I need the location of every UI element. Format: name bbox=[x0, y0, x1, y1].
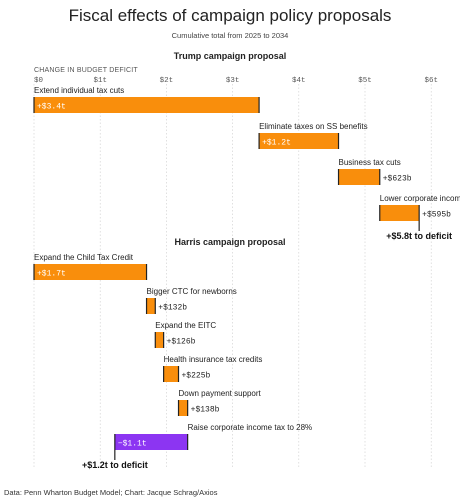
value-label-0-0: +$3.4t bbox=[37, 103, 66, 112]
bar-label-1-5: Raise corporate income tax to 28% bbox=[188, 423, 313, 432]
bar-0-0 bbox=[34, 97, 260, 113]
tick-label-0: $0 bbox=[34, 77, 44, 85]
bar-label-0-2: Business tax cuts bbox=[339, 158, 401, 167]
value-label-0-2: +$623b bbox=[383, 175, 412, 184]
source-footer: Data: Penn Wharton Budget Model; Chart: … bbox=[4, 488, 218, 497]
tick-label-4: $4t bbox=[292, 77, 306, 85]
value-label-1-3: +$225b bbox=[182, 372, 211, 381]
value-label-1-0: +$1.7t bbox=[37, 270, 66, 279]
total-label-1: +$1.2t to deficit bbox=[82, 460, 148, 470]
value-label-1-2: +$126b bbox=[167, 338, 196, 347]
bar-label-1-3: Health insurance tax credits bbox=[164, 355, 263, 364]
bar-label-0-1: Eliminate taxes on SS benefits bbox=[259, 122, 368, 131]
tick-label-3: $3t bbox=[226, 77, 240, 85]
bar-1-4 bbox=[178, 400, 188, 416]
bar-label-1-0: Expand the Child Tax Credit bbox=[34, 253, 134, 262]
value-label-1-5: −$1.1t bbox=[118, 440, 147, 449]
bar-0-2 bbox=[338, 169, 380, 185]
bar-1-2 bbox=[155, 332, 164, 348]
value-label-1-4: +$138b bbox=[191, 406, 220, 415]
total-label-0: +$5.8t to deficit bbox=[386, 231, 452, 241]
section-title-1: Harris campaign proposal bbox=[174, 237, 285, 247]
bar-label-1-4: Down payment support bbox=[179, 389, 262, 398]
bar-0-3 bbox=[379, 205, 420, 221]
chart-subtitle: Cumulative total from 2025 to 2034 bbox=[171, 31, 289, 40]
bar-1-5 bbox=[114, 434, 188, 450]
bar-label-1-1: Bigger CTC for newborns bbox=[147, 287, 237, 296]
value-label-0-3: +$595b bbox=[422, 211, 451, 220]
bar-1-0 bbox=[34, 264, 147, 280]
bar-label-0-0: Extend individual tax cuts bbox=[34, 86, 124, 95]
chart-title: Fiscal effects of campaign policy propos… bbox=[68, 6, 392, 25]
value-label-1-1: +$132b bbox=[158, 304, 187, 313]
tick-label-6: $6t bbox=[424, 77, 438, 85]
bar-label-1-2: Expand the EITC bbox=[155, 321, 216, 330]
tick-label-2: $2t bbox=[160, 77, 174, 85]
bar-0-1 bbox=[259, 133, 339, 149]
axis-label: CHANGE IN BUDGET DEFICIT bbox=[34, 67, 138, 74]
bar-1-3 bbox=[163, 366, 179, 382]
bar-1-1 bbox=[146, 298, 156, 314]
bar-label-0-3: Lower corporate income tax to 15% bbox=[380, 194, 460, 203]
value-label-0-1: +$1.2t bbox=[262, 139, 291, 148]
tick-label-5: $5t bbox=[358, 77, 372, 85]
section-title-0: Trump campaign proposal bbox=[174, 51, 287, 61]
tick-label-1: $1t bbox=[93, 77, 107, 85]
